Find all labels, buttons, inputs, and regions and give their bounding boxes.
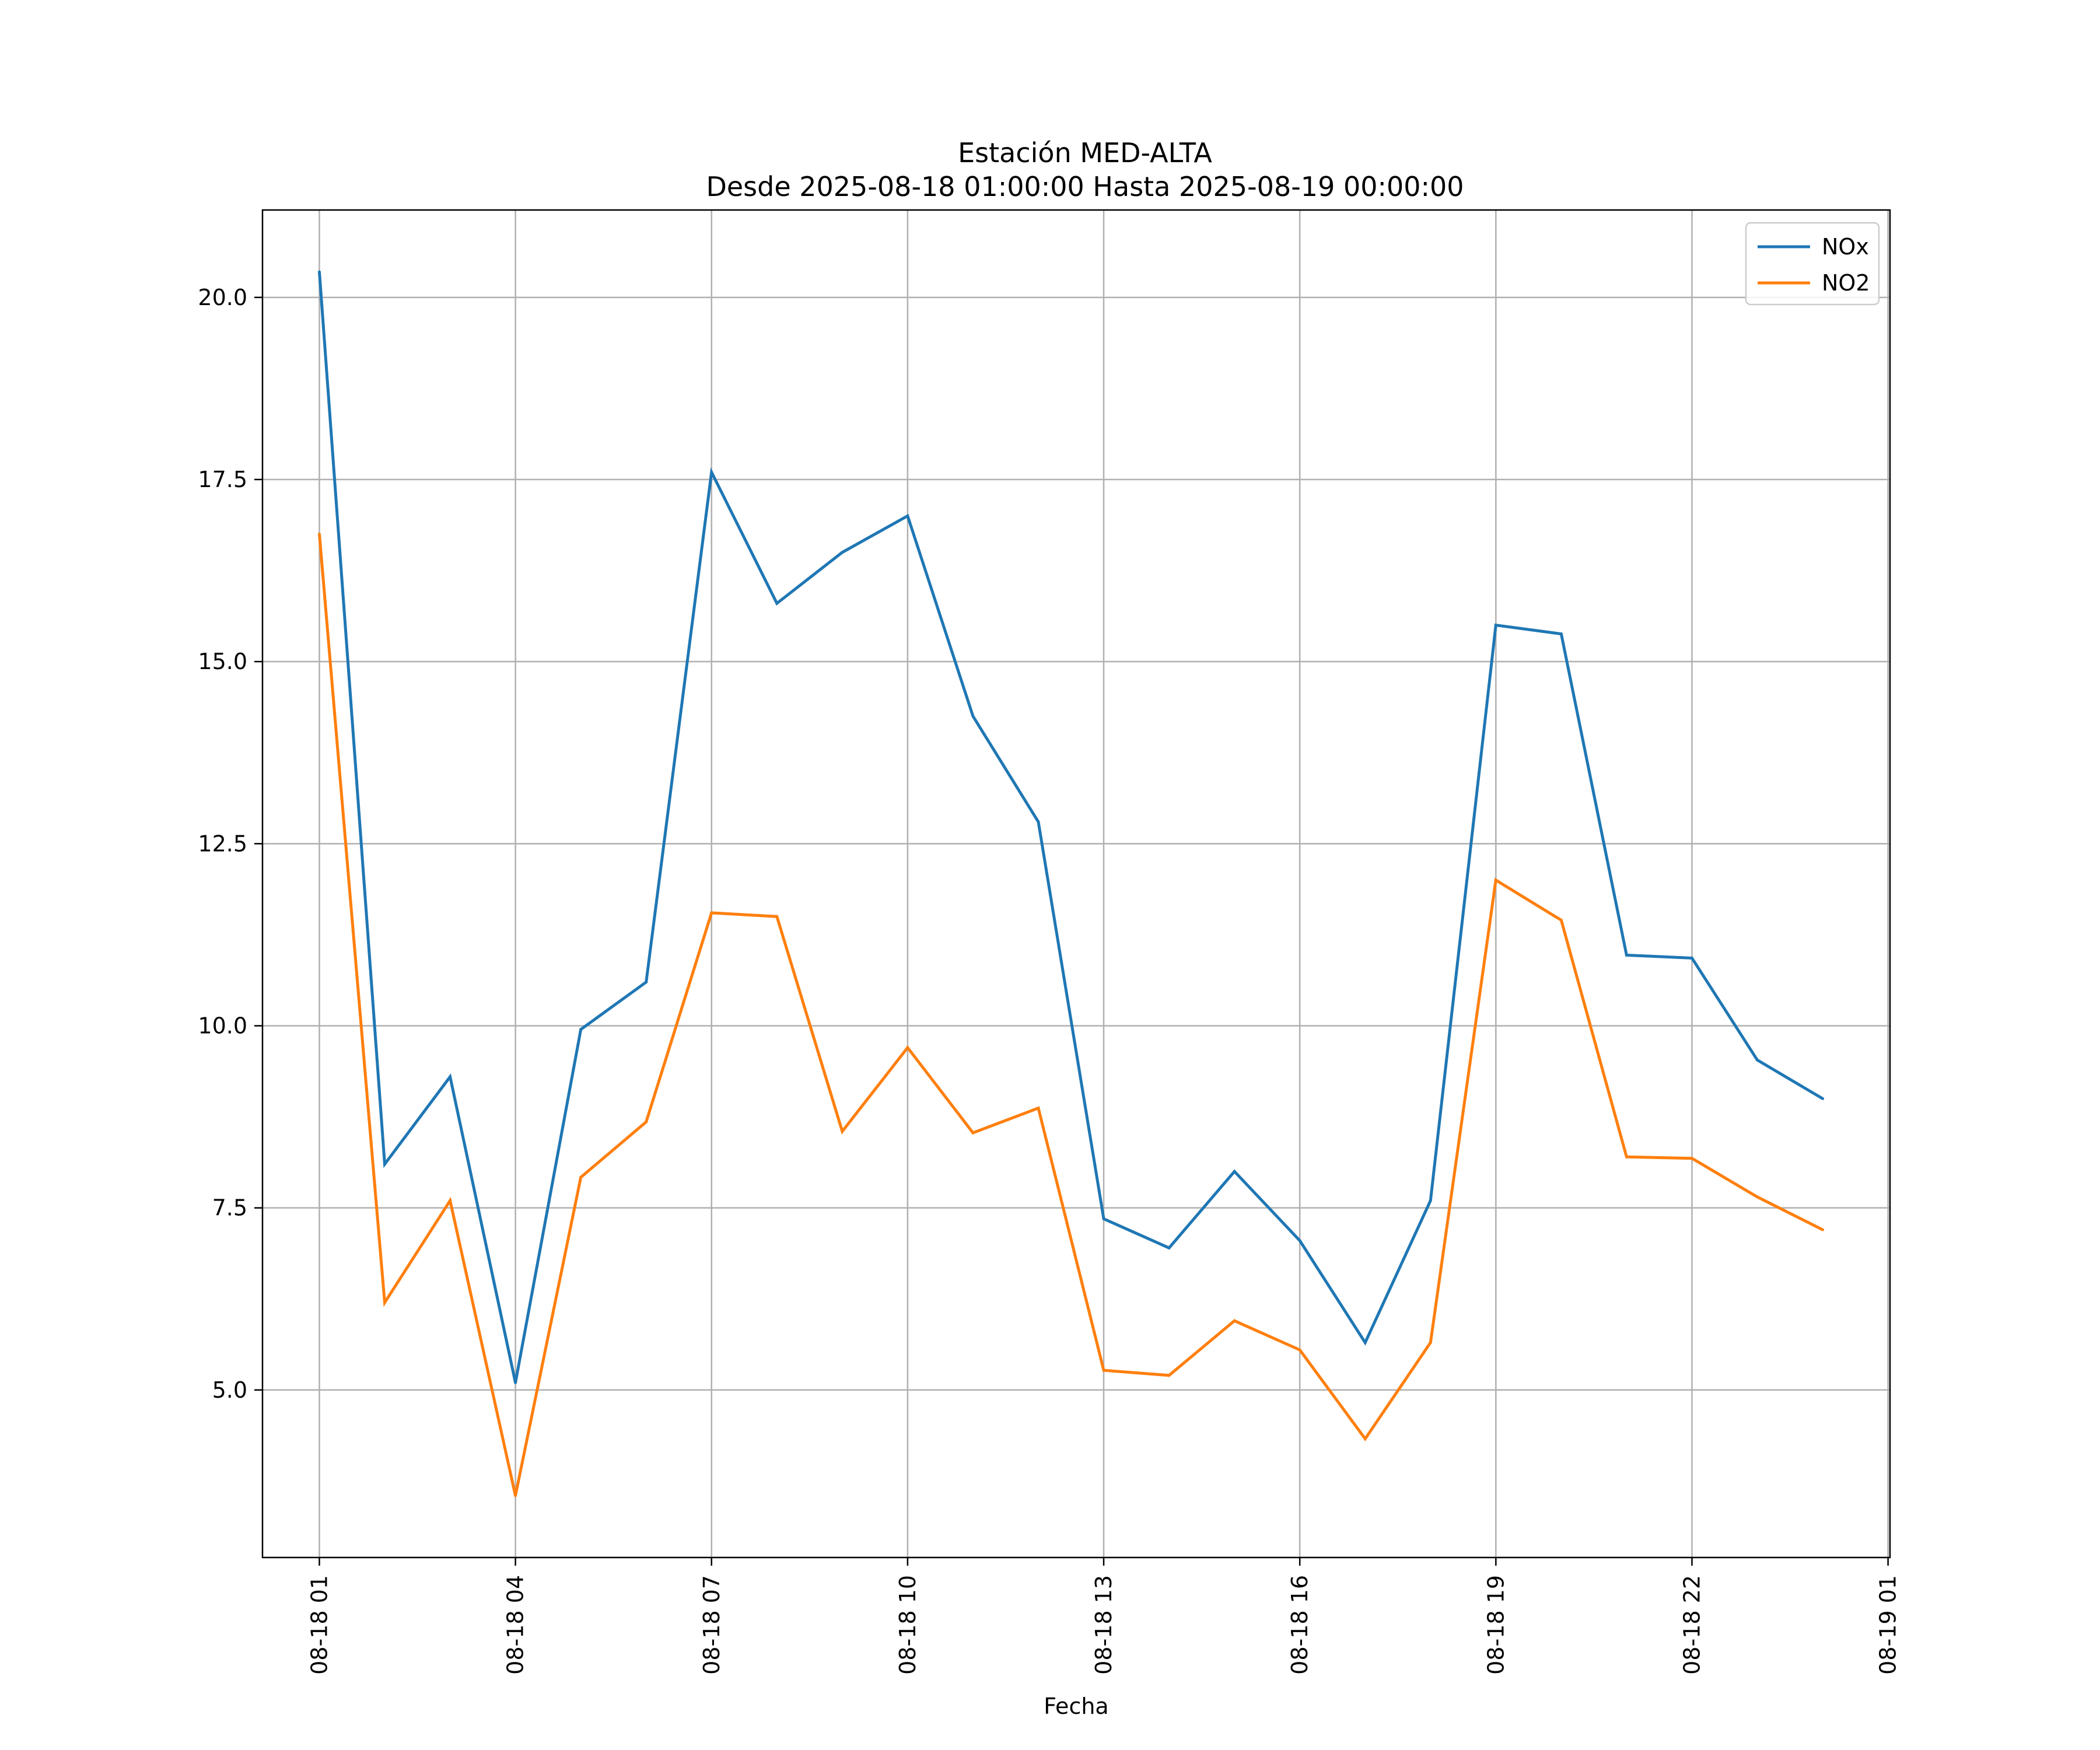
y-tick-label: 7.5	[212, 1195, 247, 1221]
y-tick-label: 10.0	[198, 1013, 247, 1038]
data-point-no2	[579, 1175, 583, 1179]
x-tick-label: 08-18 01	[306, 1575, 332, 1675]
x-tick-label: 08-18 04	[503, 1575, 528, 1675]
data-point-no2	[317, 533, 321, 536]
data-point-nox	[383, 1163, 387, 1166]
data-point-no2	[906, 1046, 909, 1049]
data-point-nox	[1559, 632, 1563, 636]
y-tick-label: 5.0	[212, 1377, 247, 1403]
data-point-no2	[1756, 1195, 1759, 1199]
data-point-nox	[317, 270, 321, 274]
x-tick-label: 08-18 07	[699, 1575, 724, 1675]
x-tick-label: 08-18 16	[1287, 1575, 1312, 1675]
data-point-no2	[1690, 1157, 1693, 1160]
data-point-no2	[1559, 918, 1563, 922]
x-tick-label: 08-19 01	[1875, 1575, 1901, 1675]
data-point-no2	[775, 915, 779, 918]
series-layer	[317, 270, 1825, 1497]
data-point-nox	[1102, 1217, 1105, 1220]
chart-subtitle: Desde 2025-08-18 01:00:00 Hasta 2025-08-…	[706, 171, 1464, 202]
x-tick-label: 08-18 19	[1483, 1575, 1508, 1675]
series-line-no2	[318, 534, 1824, 1496]
y-tick-label: 17.5	[198, 467, 247, 492]
data-point-no2	[1821, 1228, 1825, 1231]
y-axis: 5.0 7.5 10.0 12.5 15.0 17.5 20.0	[198, 285, 262, 1403]
data-point-nox	[1429, 1199, 1432, 1202]
x-axis-label: Fecha	[1044, 1693, 1108, 1719]
data-point-nox	[906, 514, 909, 517]
data-point-nox	[1363, 1341, 1367, 1345]
legend-label-nox: NOx	[1822, 234, 1869, 260]
data-point-no2	[1494, 878, 1497, 882]
legend: NOx NO2	[1745, 222, 1880, 306]
data-point-nox	[1821, 1097, 1825, 1100]
data-point-no2	[1429, 1341, 1432, 1345]
x-tick-label: 08-18 13	[1091, 1575, 1116, 1675]
data-point-no2	[1363, 1437, 1367, 1440]
data-point-nox	[1690, 956, 1693, 960]
data-point-no2	[383, 1301, 387, 1304]
data-point-no2	[449, 1199, 452, 1202]
data-point-nox	[775, 601, 779, 605]
data-point-nox	[1625, 953, 1628, 957]
data-point-nox	[971, 715, 975, 718]
data-point-nox	[710, 471, 713, 474]
data-point-nox	[514, 1381, 517, 1384]
y-tick-label: 12.5	[198, 831, 247, 856]
x-tick-label: 08-18 10	[895, 1575, 921, 1675]
data-point-no2	[1037, 1107, 1040, 1110]
data-point-nox	[645, 981, 648, 984]
data-point-no2	[710, 911, 713, 915]
data-point-nox	[1756, 1058, 1759, 1062]
chart-title: Estación MED-ALTA	[958, 137, 1212, 169]
data-point-nox	[841, 551, 844, 554]
x-tick-label: 08-18 22	[1679, 1575, 1704, 1675]
data-point-nox	[579, 1028, 583, 1031]
data-point-no2	[645, 1120, 648, 1124]
data-point-nox	[1298, 1239, 1301, 1242]
data-point-no2	[1167, 1374, 1171, 1377]
data-point-nox	[1233, 1170, 1236, 1173]
x-axis: 08-18 01 08-18 04 08-18 07 08-18 10 08-18 13…	[306, 1558, 1901, 1675]
data-point-nox	[1167, 1246, 1171, 1250]
y-tick-label: 15.0	[198, 649, 247, 674]
data-point-no2	[971, 1131, 975, 1135]
data-point-no2	[514, 1494, 517, 1497]
data-point-no2	[1298, 1348, 1301, 1352]
data-point-nox	[1037, 820, 1040, 824]
data-point-no2	[1233, 1319, 1236, 1322]
plot-area-frame	[261, 209, 1891, 1559]
data-point-no2	[841, 1130, 844, 1133]
data-point-nox	[1494, 624, 1497, 627]
data-point-nox	[449, 1075, 452, 1079]
data-point-no2	[1102, 1368, 1105, 1372]
data-point-no2	[1625, 1155, 1628, 1158]
y-tick-label: 20.0	[198, 285, 247, 310]
grid-lines	[262, 210, 1890, 1558]
series-line-nox	[318, 271, 1824, 1383]
legend-label-no2: NO2	[1822, 270, 1870, 296]
